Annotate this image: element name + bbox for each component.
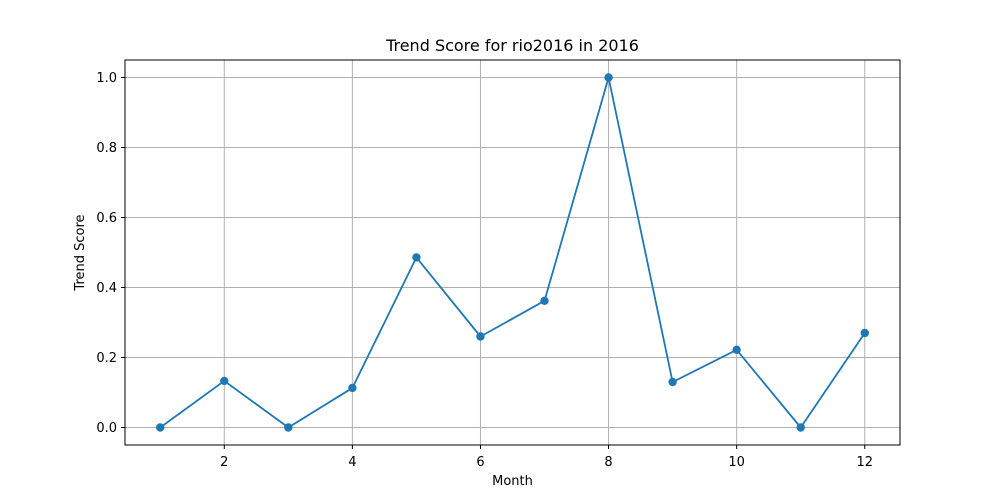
series-layer (156, 73, 869, 432)
data-point-month-11 (796, 423, 805, 432)
y-tick-label: 0.8 (96, 141, 117, 156)
grid-lines (125, 60, 900, 445)
data-point-month-2 (220, 376, 229, 386)
data-point-month-8 (604, 73, 613, 82)
y-tick-label: 0.4 (96, 281, 117, 296)
x-axis-ticks: 2 4 6 8 10 12 (220, 445, 873, 470)
data-point-month-6 (476, 332, 485, 341)
data-point-month-3 (284, 423, 293, 432)
y-axis-label: Trend Score (73, 214, 88, 291)
y-tick-label: 1.0 (96, 71, 117, 86)
y-tick-label: 0.2 (96, 351, 117, 366)
series-line (159, 76, 866, 429)
data-point-month-5 (412, 253, 421, 262)
data-point-month-7 (540, 296, 549, 305)
y-tick-label: 0.6 (96, 211, 117, 226)
y-tick-label: 0.0 (96, 421, 117, 436)
chart-title: Trend Score for rio2016 in 2016 (385, 36, 639, 55)
x-tick-label: 6 (476, 455, 484, 470)
y-axis-ticks: 0.0 0.2 0.4 0.6 0.8 1.0 (96, 71, 125, 436)
x-tick-label: 10 (728, 455, 745, 470)
plot-area-frame (124, 59, 901, 446)
data-point-month-10 (732, 345, 741, 354)
x-tick-label: 12 (856, 455, 873, 470)
x-tick-label: 4 (348, 455, 356, 470)
x-tick-label: 2 (220, 455, 228, 470)
x-axis-label: Month (492, 474, 533, 489)
data-point-month-4 (348, 383, 357, 393)
x-tick-label: 8 (604, 455, 612, 470)
data-point-month-1 (156, 423, 165, 432)
data-point-month-12 (860, 328, 869, 338)
data-point-month-9 (668, 377, 677, 387)
